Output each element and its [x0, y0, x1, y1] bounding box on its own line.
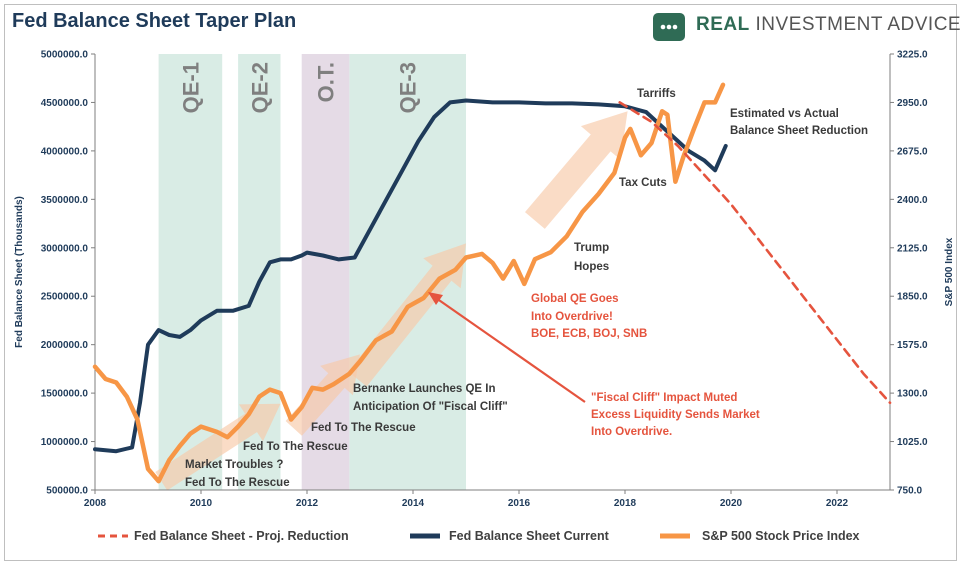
y-tick-label: 3500000.0	[41, 195, 89, 206]
page-title: Fed Balance Sheet Taper Plan	[12, 10, 297, 32]
annotation-8: BOE, ECB, BOJ, SNB	[531, 328, 647, 340]
x-tick-label: 2008	[84, 498, 107, 509]
y-tick-label: 4500000.0	[41, 98, 89, 109]
series-lines	[92, 82, 892, 484]
shaded-period-label-3: QE-3	[396, 62, 421, 113]
annotation-16: Market Troubles ?	[185, 459, 283, 471]
y2-tick-label: 1300.0	[897, 389, 928, 400]
trend-arrow-1	[285, 354, 360, 436]
annotation-1: Estimated vs Actual	[730, 108, 839, 120]
series-line-2	[92, 82, 726, 484]
x-tick-label: 2016	[508, 498, 531, 509]
callout-line	[435, 297, 586, 403]
annotation-0: Tarriffs	[637, 88, 676, 100]
y2-tick-label: 1575.0	[897, 340, 928, 351]
x-tick-label: 2018	[614, 498, 637, 509]
y-tick-label: 2500000.0	[41, 292, 89, 303]
y-tick-label: 3000000.0	[41, 243, 89, 254]
x-tick-label: 2020	[720, 498, 743, 509]
brand-logo-icon	[653, 13, 685, 41]
brand-prefix: REAL	[696, 14, 750, 35]
y2-tick-label: 3225.0	[897, 50, 928, 61]
y2-axis-label: S&P 500 Index	[944, 237, 955, 306]
y2-tick-label: 1850.0	[897, 292, 928, 303]
y-tick-label: 1000000.0	[41, 437, 89, 448]
y2-tick-label: 2675.0	[897, 146, 928, 157]
series-line-1	[93, 98, 728, 454]
y2-tick-label: 2125.0	[897, 243, 928, 254]
brand-name: REAL INVESTMENT ADVICE	[696, 14, 961, 36]
shaded-period-label-2: O.T.	[314, 62, 339, 102]
y2-tick-label: 2400.0	[897, 195, 928, 206]
annotation-4: Trump	[574, 242, 609, 254]
legend-label-1: Fed Balance Sheet Current	[449, 529, 610, 543]
trend-arrow-3	[525, 111, 628, 229]
annotation-11: Into Overdrive.	[591, 426, 672, 438]
annotation-3: Tax Cuts	[619, 177, 667, 189]
callout-arrowhead	[428, 292, 443, 305]
y2-tick-label: 2950.0	[897, 98, 928, 109]
annotation-6: Global QE Goes	[531, 293, 619, 305]
legend-label-0: Fed Balance Sheet - Proj. Reduction	[134, 529, 349, 543]
shaded-period-0	[158, 54, 223, 490]
series-line-0	[618, 101, 892, 405]
callout-arrow	[428, 292, 586, 403]
y-axis-label: Fed Balance Sheet (Thousands)	[14, 196, 25, 348]
y2-tick-label: 1025.0	[897, 437, 928, 448]
x-tick-label: 2014	[402, 498, 425, 509]
x-tick-label: 2010	[190, 498, 213, 509]
annotation-10: Excess Liquidity Sends Market	[591, 409, 760, 421]
annotation-14: Fed To The Rescue	[311, 422, 416, 434]
y-tick-label: 4000000.0	[41, 146, 89, 157]
annotations: Tarriffs Estimated vs Actual Balance Sheet…	[185, 88, 868, 489]
shaded-period-label-1: QE-2	[247, 62, 272, 113]
annotation-15: Fed To The Rescue	[243, 441, 348, 453]
axis-ticks: 500000.0 1000000.0 1500000.0 2000000.0 25000…	[41, 50, 928, 510]
y-tick-label: 1500000.0	[41, 389, 89, 400]
chart-frame	[4, 4, 957, 561]
annotation-12: Bernanke Launches QE In	[353, 383, 496, 395]
annotation-9: "Fiscal Cliff" Impact Muted	[591, 392, 737, 404]
y-tick-label: 500000.0	[46, 486, 88, 497]
brand-rest: INVESTMENT ADVICE	[755, 14, 962, 35]
y2-tick-label: 750.0	[897, 486, 922, 497]
annotation-5: Hopes	[574, 261, 609, 273]
shaded-period-label-0: QE-1	[178, 62, 203, 113]
x-tick-label: 2012	[296, 498, 319, 509]
trend-arrow-0	[155, 403, 281, 491]
y-tick-label: 5000000.0	[41, 50, 89, 61]
legend-label-2: S&P 500 Stock Price Index	[702, 529, 860, 543]
legend: Fed Balance Sheet - Proj. Reduction Fed B…	[98, 529, 860, 543]
annotation-2: Balance Sheet Reduction	[730, 125, 868, 137]
annotation-7: Into Overdrive!	[531, 311, 613, 323]
x-tick-label: 2022	[826, 498, 849, 509]
y-tick-label: 2000000.0	[41, 340, 89, 351]
annotation-13: Anticipation Of "Fiscal Cliff"	[353, 401, 508, 413]
annotation-17: Fed To The Rescue	[185, 477, 290, 489]
